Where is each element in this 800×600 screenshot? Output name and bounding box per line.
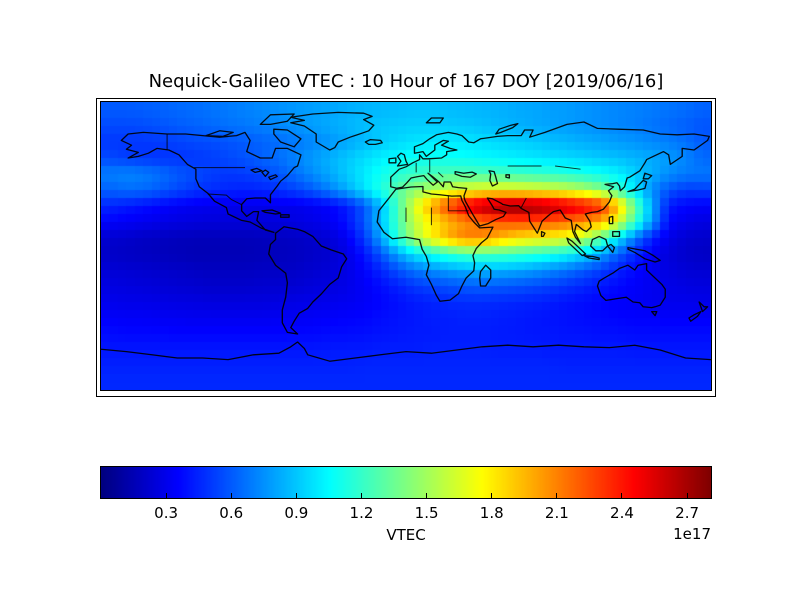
map-plot-area [100,101,712,391]
colorbar-tick-label: 2.4 [610,504,634,522]
colorbar-tick [686,493,688,498]
colorbar-tick-label: 0.6 [219,504,244,522]
chart-title: Nequick-Galileo VTEC : 10 Hour of 167 DO… [148,71,664,92]
colorbar-tick [556,493,558,498]
colorbar-tick [165,493,167,498]
colorbar-tick-label: 1.2 [349,504,374,522]
colorbar-tick [295,493,297,498]
colorbar [100,466,712,499]
colorbar-gradient [101,467,711,498]
colorbar-offset-text: 1e17 [673,525,711,543]
colorbar-label: VTEC [386,526,426,544]
colorbar-tick-label: 0.9 [284,504,309,522]
colorbar-tick-label: 1.8 [479,504,504,522]
colorbar-tick-label: 1.5 [414,504,439,522]
colorbar-tick-label: 0.3 [154,504,179,522]
colorbar-tick [360,493,362,498]
colorbar-tick [621,493,623,498]
colorbar-tick-label: 2.7 [675,504,700,522]
colorbar-tick [230,493,232,498]
colorbar-tick-label: 2.1 [544,504,569,522]
colorbar-tick-labels: 0.3 0.6 0.9 1.2 1.5 1.8 2.1 2.4 2.7 [101,504,711,522]
vtec-heatmap [101,102,711,390]
colorbar-tick [426,493,428,498]
colorbar-tick [491,493,493,498]
